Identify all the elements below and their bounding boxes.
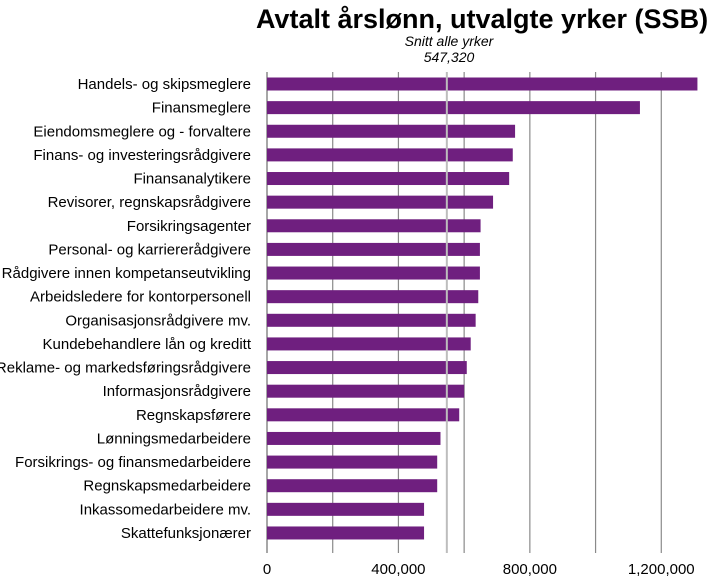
category-label: Finansmeglere: [152, 100, 251, 117]
category-label: Handels- og skipsmeglere: [78, 76, 251, 93]
category-label: Organisasjonsrådgivere mv.: [65, 312, 251, 329]
category-labels: Handels- og skipsmeglere Finansmeglere Eie…: [0, 76, 252, 542]
category-label: Revisorer, regnskapsrådgivere: [48, 194, 251, 211]
category-label: Forsikringsagenter: [127, 218, 251, 235]
category-label: Reklame- og markedsføringsrådgivere: [0, 360, 251, 377]
category-label: Skattefunksjonærer: [121, 525, 251, 542]
category-label: Arbeidsledere for kontorpersonell: [30, 289, 251, 306]
category-label: Personal- og karriererådgivere: [48, 241, 251, 258]
x-axis-ticks: 0 400,000 800,000 1,200,000: [263, 561, 695, 577]
bar: [267, 313, 476, 327]
category-label: Finans- og investeringsrådgivere: [33, 147, 251, 164]
bar: [267, 101, 640, 115]
category-label: Regnskapsførere: [136, 407, 251, 424]
bar: [267, 195, 494, 209]
bar: [267, 77, 698, 91]
bar: [267, 502, 425, 516]
category-label: Inkassomedarbeidere mv.: [80, 501, 251, 518]
category-label: Eiendomsmeglere og - forvaltere: [33, 123, 251, 140]
category-label: Kundebehandlere lån og kreditt: [43, 336, 252, 353]
average-annotation-label: Snitt alle yrker: [405, 33, 495, 49]
bar: [267, 526, 425, 540]
bar: [267, 431, 441, 445]
bar: [267, 172, 510, 186]
chart-title: Avtalt årslønn, utvalgte yrker (SSB): [256, 4, 708, 34]
x-tick-label: 800,000: [503, 561, 557, 577]
category-label: Informasjonsrådgivere: [103, 383, 251, 400]
bar: [267, 408, 460, 422]
bar: [267, 337, 471, 351]
bar: [267, 124, 516, 138]
bar: [267, 479, 438, 493]
bar: [267, 361, 467, 375]
bar: [267, 242, 480, 256]
x-tick-label: 0: [263, 561, 271, 577]
average-annotation-value: 547,320: [424, 49, 475, 65]
category-label: Lønningsmedarbeidere: [97, 430, 251, 447]
bar: [267, 219, 481, 233]
x-tick-label: 400,000: [371, 561, 425, 577]
category-label: Regnskapsmedarbeidere: [83, 478, 251, 495]
bars: [267, 77, 698, 540]
bar: [267, 290, 479, 304]
bar: [267, 148, 513, 162]
category-label: Rådgivere innen kompetanseutvikling: [2, 265, 251, 282]
bar: [267, 455, 438, 469]
x-tick-label: 1,200,000: [628, 561, 695, 577]
bar: [267, 266, 480, 280]
category-label: Forsikrings- og finansmedarbeidere: [15, 454, 251, 471]
bar: [267, 384, 465, 398]
category-label: Finansanalytikere: [133, 171, 251, 188]
